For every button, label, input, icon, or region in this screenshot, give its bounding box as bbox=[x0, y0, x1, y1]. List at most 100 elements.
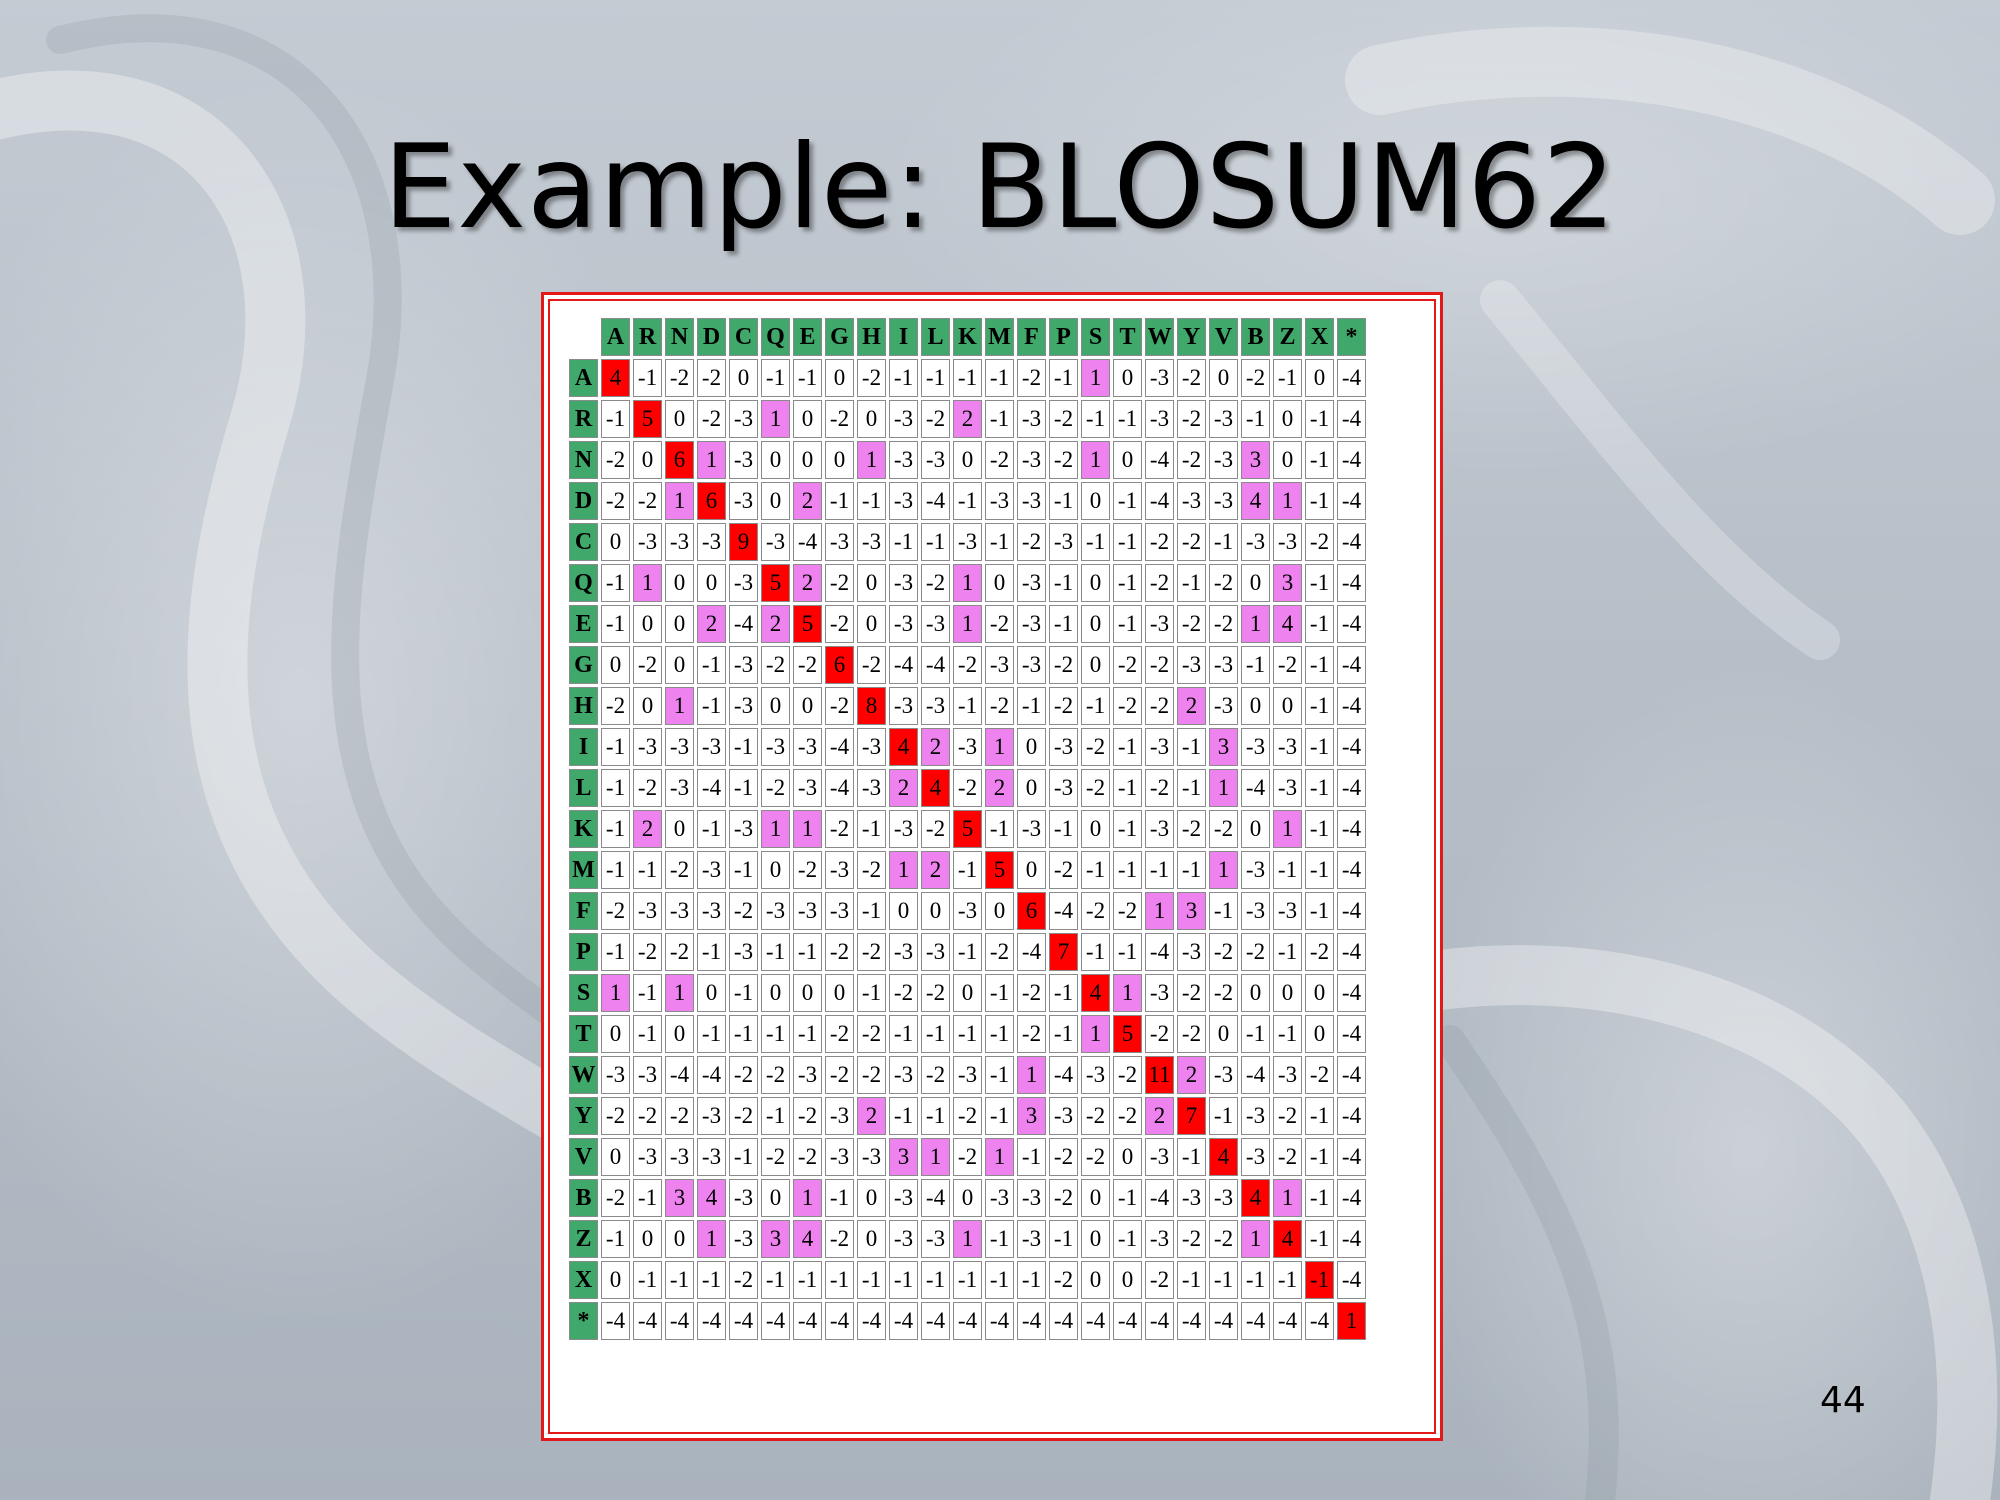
score-cell: -1 bbox=[1177, 851, 1206, 889]
score-cell: -1 bbox=[601, 605, 630, 643]
score-cell: -2 bbox=[601, 892, 630, 930]
score-cell: -3 bbox=[921, 687, 950, 725]
score-cell: -1 bbox=[825, 1261, 854, 1299]
score-cell: 0 bbox=[889, 892, 918, 930]
score-cell: 3 bbox=[1177, 892, 1206, 930]
score-cell: -4 bbox=[1337, 605, 1366, 643]
row-header: A bbox=[569, 359, 598, 397]
score-cell: 0 bbox=[857, 1179, 886, 1217]
score-cell: -4 bbox=[1337, 687, 1366, 725]
score-cell: -3 bbox=[633, 1056, 662, 1094]
score-cell: -1 bbox=[1113, 933, 1142, 971]
score-cell: -2 bbox=[761, 646, 790, 684]
score-cell: 0 bbox=[1241, 687, 1270, 725]
score-cell: -2 bbox=[1049, 1138, 1078, 1176]
score-cell: -1 bbox=[601, 851, 630, 889]
score-cell: -2 bbox=[1145, 1015, 1174, 1053]
score-cell: -1 bbox=[1273, 933, 1302, 971]
score-cell: -3 bbox=[601, 1056, 630, 1094]
score-cell: 0 bbox=[1017, 769, 1046, 807]
diagonal-score-cell: 11 bbox=[1145, 1056, 1174, 1094]
score-cell: 1 bbox=[1145, 892, 1174, 930]
diagonal-score-cell: 6 bbox=[825, 646, 854, 684]
score-cell: -3 bbox=[761, 728, 790, 766]
score-cell: 0 bbox=[1081, 482, 1110, 520]
score-cell: -2 bbox=[1081, 1138, 1110, 1176]
score-cell: -3 bbox=[1145, 810, 1174, 848]
score-cell: -2 bbox=[1049, 400, 1078, 438]
diagonal-score-cell: 4 bbox=[601, 359, 630, 397]
column-header: E bbox=[793, 318, 822, 356]
score-cell: -1 bbox=[761, 1261, 790, 1299]
score-cell: -2 bbox=[1177, 441, 1206, 479]
score-cell: -2 bbox=[921, 400, 950, 438]
score-cell: -4 bbox=[1113, 1302, 1142, 1340]
score-cell: 0 bbox=[1017, 728, 1046, 766]
score-cell: -2 bbox=[1305, 1056, 1334, 1094]
score-cell: -2 bbox=[1049, 687, 1078, 725]
score-cell: 0 bbox=[953, 1179, 982, 1217]
score-cell: -2 bbox=[1209, 933, 1238, 971]
score-cell: -2 bbox=[601, 687, 630, 725]
score-cell: -4 bbox=[1337, 482, 1366, 520]
score-cell: -2 bbox=[1113, 892, 1142, 930]
score-cell: -2 bbox=[1177, 1015, 1206, 1053]
score-cell: -2 bbox=[921, 810, 950, 848]
score-cell: -1 bbox=[1241, 1015, 1270, 1053]
score-cell: -1 bbox=[1273, 851, 1302, 889]
score-cell: -1 bbox=[1049, 482, 1078, 520]
score-cell: -1 bbox=[601, 1220, 630, 1258]
score-cell: -2 bbox=[601, 441, 630, 479]
score-cell: 0 bbox=[1081, 646, 1110, 684]
score-cell: -1 bbox=[857, 482, 886, 520]
score-cell: -4 bbox=[889, 1302, 918, 1340]
score-cell: -1 bbox=[857, 1261, 886, 1299]
score-cell: 0 bbox=[697, 564, 726, 602]
score-cell: -3 bbox=[1241, 892, 1270, 930]
score-cell: 0 bbox=[1273, 687, 1302, 725]
column-header: K bbox=[953, 318, 982, 356]
score-cell: -1 bbox=[1209, 1097, 1238, 1135]
score-cell: 0 bbox=[729, 359, 758, 397]
score-cell: -1 bbox=[1305, 482, 1334, 520]
matrix-row: T 0 -1 0 -1 -1 -1 -1 -2 -2 -1 -1 -1 -1 -2 -1 1 5 -2 -2 0 -1 -1… bbox=[569, 1015, 1366, 1053]
score-cell: -2 bbox=[1049, 441, 1078, 479]
matrix-row: Q -1 1 0 0 -3 5 2 -2 0 -3 -2 1 0 -3 -1 0 -1 -2 -1 -2 0 3 -1 -4 bbox=[569, 564, 1366, 602]
score-cell: -3 bbox=[729, 1179, 758, 1217]
score-cell: -3 bbox=[985, 646, 1014, 684]
score-cell: 2 bbox=[953, 400, 982, 438]
score-cell: -2 bbox=[825, 605, 854, 643]
score-cell: -1 bbox=[1241, 1261, 1270, 1299]
score-cell: 3 bbox=[1209, 728, 1238, 766]
score-cell: 0 bbox=[825, 974, 854, 1012]
score-cell: -4 bbox=[1145, 1179, 1174, 1217]
score-cell: 0 bbox=[633, 441, 662, 479]
score-cell: -2 bbox=[601, 1179, 630, 1217]
score-cell: -3 bbox=[1017, 646, 1046, 684]
score-cell: -4 bbox=[1337, 1179, 1366, 1217]
row-header: P bbox=[569, 933, 598, 971]
score-cell: -3 bbox=[633, 523, 662, 561]
score-cell: -3 bbox=[1273, 523, 1302, 561]
matrix-row: I -1 -3 -3 -3 -1 -3 -3 -4 -3 4 2 -3 1 0 -3 -2 -1 -3 -1 3 -3 -3… bbox=[569, 728, 1366, 766]
score-cell: -3 bbox=[1241, 728, 1270, 766]
score-cell: 0 bbox=[1305, 1015, 1334, 1053]
score-cell: -3 bbox=[729, 933, 758, 971]
score-cell: 0 bbox=[1081, 605, 1110, 643]
score-cell: -2 bbox=[1273, 1138, 1302, 1176]
score-cell: 1 bbox=[633, 564, 662, 602]
score-cell: 1 bbox=[1081, 1015, 1110, 1053]
score-cell: -1 bbox=[665, 1261, 694, 1299]
row-header: Z bbox=[569, 1220, 598, 1258]
score-cell: -4 bbox=[1337, 523, 1366, 561]
diagonal-score-cell: 5 bbox=[1113, 1015, 1142, 1053]
score-cell: -1 bbox=[1209, 523, 1238, 561]
score-cell: -1 bbox=[601, 564, 630, 602]
score-cell: -1 bbox=[889, 359, 918, 397]
score-cell: -3 bbox=[633, 1138, 662, 1176]
score-cell: -4 bbox=[633, 1302, 662, 1340]
score-cell: -4 bbox=[1337, 441, 1366, 479]
score-cell: -2 bbox=[825, 1015, 854, 1053]
score-cell: -4 bbox=[665, 1302, 694, 1340]
column-header: * bbox=[1337, 318, 1366, 356]
